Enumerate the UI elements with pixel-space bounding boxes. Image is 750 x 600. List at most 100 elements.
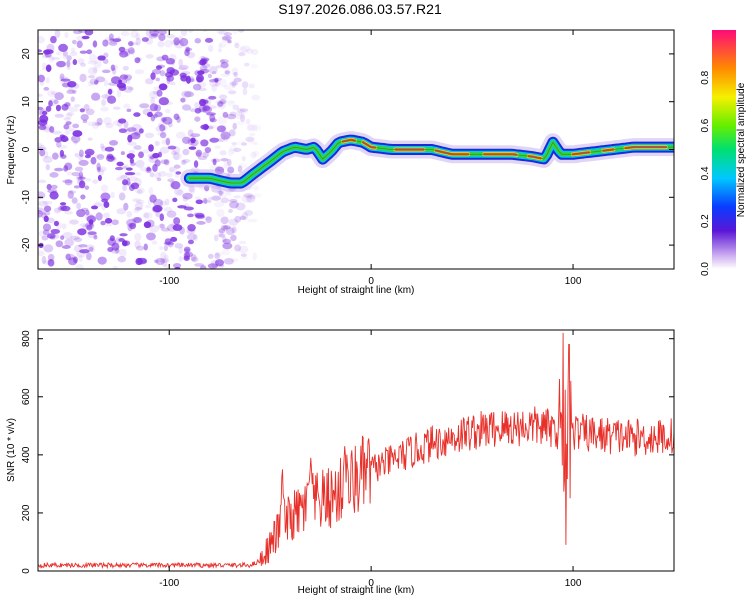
noise-speckle-blob <box>80 114 89 121</box>
noise-speckle-blob <box>62 50 69 57</box>
noise-speckle-blob <box>78 149 84 158</box>
noise-speckle-blob <box>228 218 239 226</box>
noise-speckle-blob <box>68 257 78 266</box>
noise-speckle-blob <box>139 166 150 172</box>
noise-speckle-blob <box>38 230 47 238</box>
noise-speckle <box>38 30 261 269</box>
noise-speckle-blob <box>66 55 72 61</box>
noise-speckle-blob <box>189 78 195 83</box>
noise-speckle-blob <box>163 244 169 252</box>
noise-speckle-blob <box>182 104 191 111</box>
noise-speckle-blob <box>73 185 81 189</box>
noise-speckle-blob <box>200 139 209 147</box>
snr-x-tick-label: 100 <box>565 578 582 589</box>
noise-speckle-blob <box>247 124 258 132</box>
noise-speckle-blob <box>161 117 167 122</box>
noise-speckle-blob <box>153 113 158 119</box>
noise-speckle-blob <box>63 117 71 121</box>
noise-speckle-blob <box>61 223 67 230</box>
noise-speckle-blob <box>203 197 208 204</box>
noise-speckle-blob <box>190 254 197 262</box>
noise-speckle-blob <box>134 201 144 210</box>
noise-speckle-blob <box>222 242 233 250</box>
noise-speckle-blob <box>214 77 219 83</box>
noise-speckle-blob <box>120 174 128 180</box>
snr-y-tick-label: 0 <box>21 568 32 574</box>
noise-speckle-blob <box>129 157 135 164</box>
noise-speckle-blob <box>72 130 83 137</box>
noise-speckle-blob <box>172 224 183 231</box>
noise-speckle-blob <box>148 34 158 39</box>
noise-speckle-blob <box>180 159 186 165</box>
noise-speckle-blob <box>117 256 127 263</box>
spectrogram-y-tick-label: 20 <box>21 48 32 60</box>
noise-speckle-blob <box>42 229 50 236</box>
noise-speckle-blob <box>92 40 98 48</box>
noise-speckle-blob <box>163 206 173 213</box>
noise-speckle-blob <box>218 264 225 268</box>
noise-speckle-blob <box>155 65 163 70</box>
noise-speckle-blob <box>158 83 168 91</box>
noise-speckle-blob <box>252 150 260 157</box>
snr-y-tick-label: 800 <box>21 330 32 347</box>
noise-speckle-blob <box>211 195 221 201</box>
noise-speckle-blob <box>209 113 216 122</box>
noise-speckle-blob <box>184 49 190 57</box>
noise-speckle-blob <box>154 111 163 118</box>
noise-speckle-blob <box>38 93 43 97</box>
noise-speckle-blob <box>209 118 217 123</box>
noise-speckle-blob <box>190 133 201 138</box>
noise-speckle-blob <box>133 208 140 213</box>
noise-speckle-blob <box>107 246 114 253</box>
snr-panel: -100 0 100 0 200 400 600 800 Height of straigh… <box>6 329 675 596</box>
noise-speckle-blob <box>240 256 249 260</box>
noise-speckle-blob <box>108 41 118 46</box>
noise-speckle-blob <box>50 91 57 96</box>
noise-speckle-blob <box>38 124 47 131</box>
noise-speckle-blob <box>68 85 74 93</box>
noise-speckle-blob <box>126 108 132 113</box>
noise-speckle-blob <box>84 185 90 190</box>
noise-speckle-blob <box>211 83 218 92</box>
noise-speckle-blob <box>220 124 227 132</box>
noise-speckle-blob <box>197 155 208 161</box>
snr-frame <box>37 329 675 572</box>
noise-speckle-blob <box>229 198 238 203</box>
noise-speckle-blob <box>229 81 239 86</box>
noise-speckle-blob <box>182 158 191 163</box>
spectrogram-x-tick-label: 0 <box>368 276 374 287</box>
noise-speckle-blob <box>215 65 222 69</box>
noise-speckle-blob <box>187 30 194 33</box>
noise-speckle-blob <box>63 122 72 130</box>
snr-y-ticks: 0 200 400 600 800 <box>21 330 674 574</box>
noise-speckle-blob <box>193 160 199 168</box>
noise-speckle-blob <box>236 107 246 114</box>
noise-speckle-blob <box>48 100 53 107</box>
noise-speckle-blob <box>234 42 240 49</box>
noise-speckle-blob <box>102 58 109 64</box>
colorbar-tick-label: 0.0 <box>700 262 711 276</box>
noise-speckle-blob <box>68 128 76 132</box>
noise-speckle-blob <box>159 146 170 154</box>
noise-speckle-blob <box>65 112 73 119</box>
noise-speckle-blob <box>64 211 74 215</box>
noise-speckle-blob <box>53 220 60 227</box>
noise-speckle-blob <box>146 166 151 172</box>
noise-speckle-blob <box>194 107 202 114</box>
noise-speckle-blob <box>167 145 177 150</box>
noise-speckle-blob <box>70 47 76 53</box>
noise-speckle-blob <box>173 187 183 196</box>
noise-speckle-blob <box>93 80 99 85</box>
noise-speckle-blob <box>178 58 184 67</box>
noise-speckle-blob <box>111 219 119 226</box>
noise-speckle-blob <box>152 90 158 95</box>
noise-speckle-blob <box>116 208 127 215</box>
noise-speckle-blob <box>46 233 56 239</box>
noise-speckle-blob <box>253 185 260 191</box>
noise-speckle-blob <box>162 125 168 131</box>
noise-speckle-blob <box>95 212 103 221</box>
noise-speckle-blob <box>107 237 117 246</box>
noise-speckle-blob <box>54 92 64 101</box>
noise-speckle-blob <box>231 80 237 88</box>
noise-speckle-blob <box>178 64 189 71</box>
